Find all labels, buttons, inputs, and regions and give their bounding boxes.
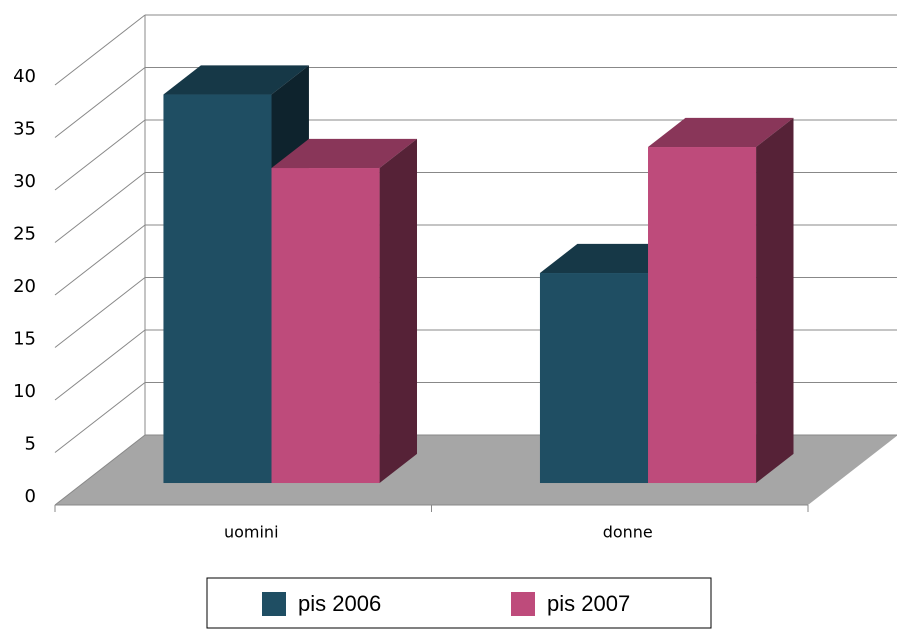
x-tick-label: donne <box>603 523 653 542</box>
bar-top <box>648 117 794 148</box>
grid-line <box>54 14 146 86</box>
grid-line <box>54 382 146 453</box>
y-tick-label: 35 <box>13 119 36 140</box>
grid-line <box>54 119 146 191</box>
grid-line <box>54 172 146 243</box>
bar-side <box>756 117 794 484</box>
legend-box <box>206 577 712 629</box>
grid-line <box>54 67 146 138</box>
grid-line <box>54 277 146 348</box>
bar <box>271 168 380 484</box>
y-tick-label: 40 <box>13 66 36 87</box>
x-tick-label: uomini <box>224 523 279 542</box>
bar <box>539 273 649 484</box>
grid-line <box>54 434 146 506</box>
bar-side <box>379 138 418 484</box>
grid-line <box>54 224 146 296</box>
bar-top <box>271 138 418 169</box>
y-tick-label: 5 <box>25 434 36 455</box>
legend-swatch <box>511 592 535 616</box>
legend-label: pis 2006 <box>298 591 381 616</box>
grid-line <box>54 329 146 401</box>
bar-top <box>163 65 309 95</box>
y-tick-label: 10 <box>13 381 36 402</box>
bar <box>163 94 272 484</box>
bar <box>648 147 757 484</box>
y-tick-label: 30 <box>13 171 36 192</box>
y-tick-label: 25 <box>13 224 36 245</box>
y-tick-label: 0 <box>25 486 36 507</box>
y-tick-label: 15 <box>13 329 36 350</box>
legend-swatch <box>262 592 286 616</box>
legend-label: pis 2007 <box>547 591 630 616</box>
y-tick-label: 20 <box>13 276 36 297</box>
